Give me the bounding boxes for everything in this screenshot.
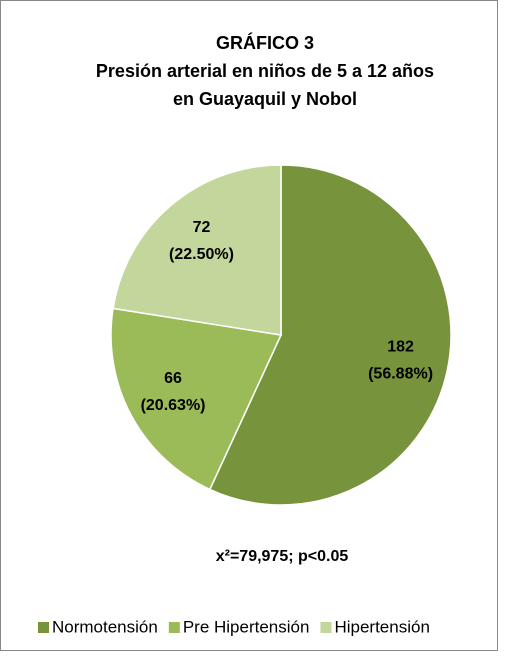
legend-swatch xyxy=(38,622,49,633)
chart-title: GRÁFICO 3 xyxy=(216,32,314,53)
data-label: 72 xyxy=(193,219,211,236)
legend-label: Normotensión xyxy=(52,617,158,636)
pie-slice xyxy=(112,164,282,336)
data-label: (22.50%) xyxy=(169,246,234,263)
legend-swatch xyxy=(168,622,180,633)
legend-label: Hipertensión xyxy=(334,617,429,636)
data-label: (56.88%) xyxy=(368,365,433,382)
chart-subtitle: en Guayaquil y Nobol xyxy=(173,89,357,109)
data-label: 182 xyxy=(387,338,414,355)
annotation: x²=79,975; p<0.05 xyxy=(216,548,349,565)
chart-subtitle: Presión arterial en niños de 5 a 12 años xyxy=(96,61,434,81)
pie-slice xyxy=(208,164,452,506)
data-label: 66 xyxy=(164,370,182,387)
data-label: (20.63%) xyxy=(141,397,206,414)
legend-swatch xyxy=(320,622,332,633)
legend-label: Pre Hipertensión xyxy=(183,617,310,636)
pie-slice xyxy=(110,307,283,491)
